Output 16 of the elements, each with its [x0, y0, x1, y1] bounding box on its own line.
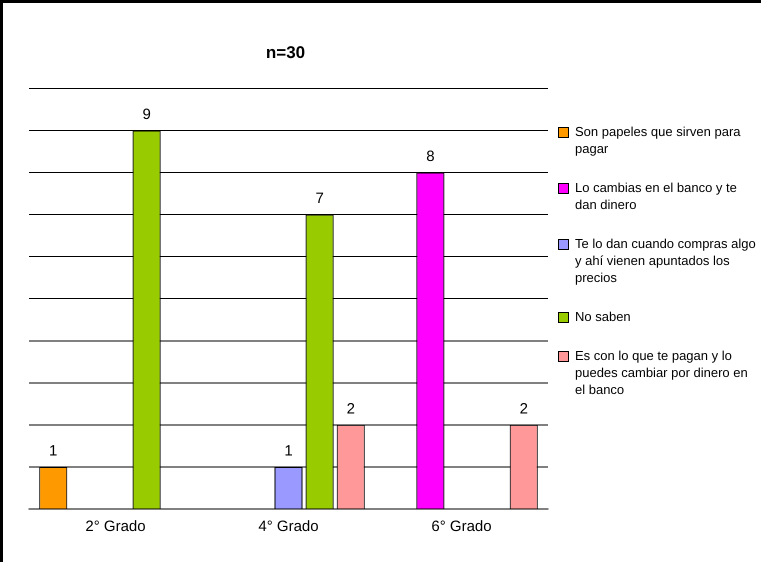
data-label: 1	[49, 442, 58, 460]
data-label: 7	[315, 190, 324, 208]
x-tick-label: 4° Grado	[258, 518, 319, 536]
legend-label: Lo cambias en el banco y te dan dinero	[575, 179, 738, 213]
data-label: 2	[520, 400, 528, 418]
legend-label: Son papeles que sirven para pagar	[575, 123, 742, 157]
data-label: 1	[284, 442, 293, 460]
legend-label: Te lo dan cuando compras algo y ahí vienen apuntados los precios	[575, 235, 757, 286]
x-tick-label: 6° Grado	[431, 518, 492, 536]
data-label: 2	[346, 400, 355, 418]
legend-label: Es con lo que te pagan y lo puedes cambiar por dinero en el banco	[575, 347, 749, 398]
legend-label: No saben	[575, 308, 631, 325]
data-label: 8	[426, 148, 435, 166]
data-label: 9	[142, 106, 151, 124]
chart-title: n=30	[266, 42, 306, 62]
x-tick-label: 2° Grado	[85, 518, 146, 536]
